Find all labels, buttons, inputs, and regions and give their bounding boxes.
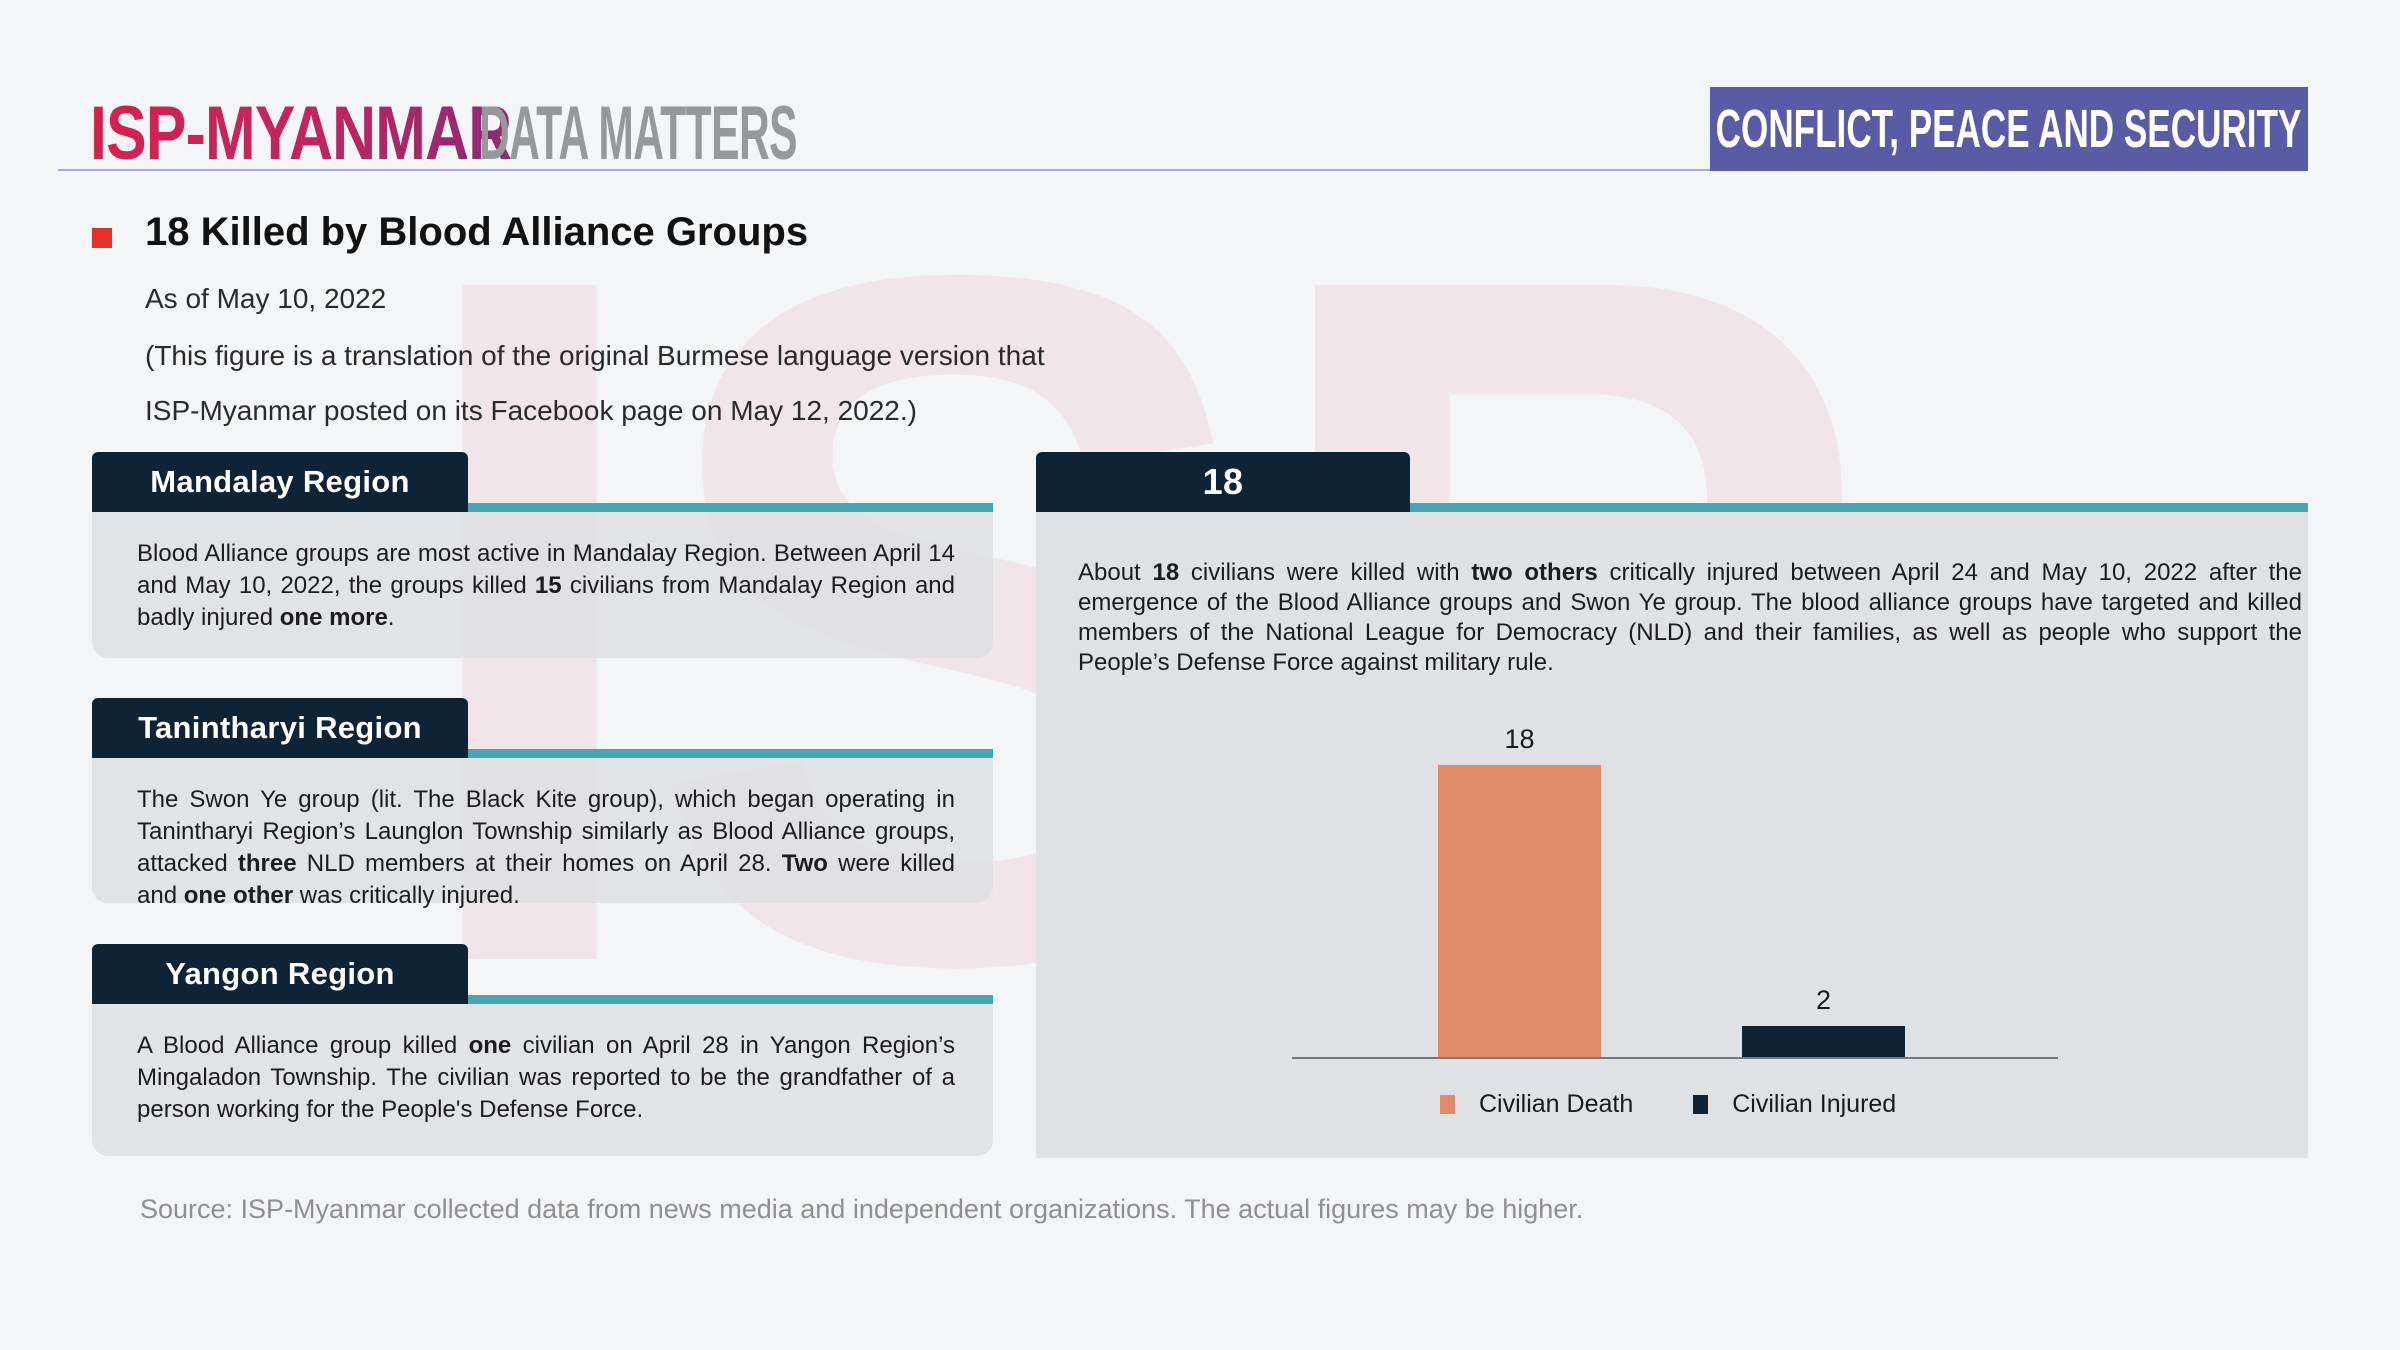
- yangon-region-tab: Yangon Region: [92, 944, 468, 1004]
- tanintharyi-region-tab-label: Tanintharyi Region: [138, 710, 422, 745]
- tanintharyi-region-card: The Swon Ye group (lit. The Black Kite g…: [92, 758, 993, 909]
- total-killed-tab: 18: [1036, 452, 1410, 512]
- summary-text: About 18 civilians were killed with two …: [1078, 559, 2302, 676]
- mandalay-region-text: Blood Alliance groups are most active in…: [137, 540, 955, 631]
- as-of-date: As of May 10, 2022: [145, 283, 387, 314]
- mandalay-teal-bar: [468, 503, 993, 512]
- civilian-injured-swatch: [1693, 1095, 1709, 1114]
- mandalay-region-tab: Mandalay Region: [92, 452, 468, 512]
- civilian-death-bar: [1438, 765, 1601, 1059]
- translation-note-line2: ISP-Myanmar posted on its Facebook page …: [145, 395, 917, 426]
- source-note: Source: ISP-Myanmar collected data from …: [140, 1194, 1584, 1224]
- civilian-injured-legend-label: Civilian Injured: [1732, 1090, 1897, 1118]
- civilian-death-swatch: [1440, 1095, 1455, 1114]
- tanintharyi-teal-bar: [468, 749, 993, 758]
- data-matters-logo: DATA MATTERS: [479, 91, 798, 176]
- tanintharyi-region-text: The Swon Ye group (lit. The Black Kite g…: [137, 786, 955, 909]
- topic-badge: CONFLICT, PEACE AND SECURITY: [1710, 87, 2308, 171]
- tanintharyi-region-tab: Tanintharyi Region: [92, 698, 468, 758]
- yangon-teal-bar: [468, 995, 993, 1004]
- total-killed-tab-label: 18: [1202, 461, 1244, 502]
- isp-myanmar-logo: ISP-MYANMAR: [90, 91, 512, 176]
- yangon-region-card: A Blood Alliance group killed one civili…: [92, 1004, 993, 1156]
- summary-panel: About 18 civilians were killed with two …: [1036, 512, 2308, 1158]
- translation-note-line1: (This figure is a translation of the ori…: [145, 340, 1045, 371]
- yangon-region-tab-label: Yangon Region: [165, 956, 395, 991]
- civilian-injured-bar: [1742, 1026, 1905, 1059]
- civilian-injured-value-label: 2: [1815, 985, 1832, 1015]
- topic-badge-label: CONFLICT, PEACE AND SECURITY: [1716, 99, 2302, 159]
- civilian-death-legend-label: Civilian Death: [1479, 1090, 1634, 1118]
- page-title: 18 Killed by Blood Alliance Groups: [145, 210, 809, 254]
- title-bullet-square: [92, 228, 112, 248]
- civilian-death-value-label: 18: [1504, 724, 1535, 754]
- yangon-region-text: A Blood Alliance group killed one civili…: [137, 1032, 955, 1123]
- mandalay-region-tab-label: Mandalay Region: [150, 464, 410, 499]
- legend-item-civilian-death: Civilian Death: [1440, 1090, 1633, 1119]
- legend-item-civilian-injured: Civilian Injured: [1693, 1090, 1896, 1119]
- chart-x-axis: [1292, 1057, 2058, 1059]
- header-divider-line: [58, 169, 2308, 171]
- summary-teal-bar: [1410, 503, 2308, 512]
- chart-legend: Civilian Death Civilian Injured: [1440, 1090, 1896, 1119]
- mandalay-region-card: Blood Alliance groups are most active in…: [92, 512, 993, 658]
